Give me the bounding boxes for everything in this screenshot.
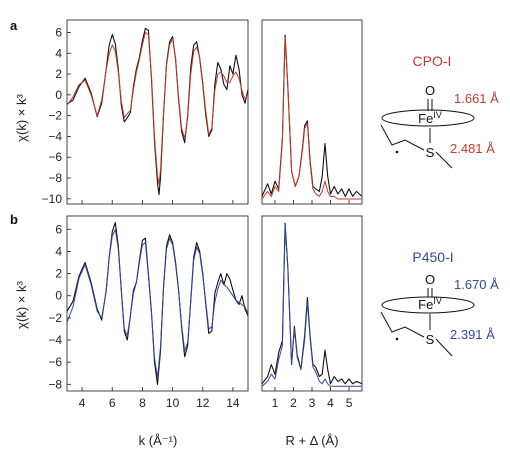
panel-label-a: a: [10, 18, 18, 33]
oxygen-label-p450: O: [425, 272, 435, 287]
chart-a-rspace: [261, 19, 363, 205]
sulfur-label-cpo: S: [426, 145, 435, 160]
distance-fe-s-cpo: 2.481 Å: [450, 141, 495, 156]
porphyrin-ring-p450: [381, 296, 475, 314]
y-tick-label: −2: [48, 311, 62, 325]
series-line-fit: [66, 32, 249, 185]
iron-label-p450: FeIV: [418, 296, 442, 312]
series-line-fit: [261, 225, 362, 387]
x-axis-label-k: k (Å⁻¹): [139, 433, 178, 448]
series-line-fit: [261, 37, 362, 200]
x-tick-label: 4: [327, 396, 334, 410]
panel-label-b: b: [10, 212, 18, 227]
plot-frame: [66, 19, 249, 205]
y-tick-label: −4: [48, 129, 62, 143]
porphyrin-ring-cpo: [381, 109, 475, 127]
series-line-data: [66, 222, 249, 385]
s-ligand-tail-cpo: [435, 151, 453, 169]
s-ligand-tail-p450: [435, 338, 453, 357]
y-tick-label: 6: [55, 222, 62, 236]
plot-frame: [66, 215, 249, 392]
x-axis-label-r: R + Δ (Å): [285, 433, 338, 448]
y-tick-label: 0: [55, 289, 62, 303]
distance-fe-o-p450: 1.670 Å: [454, 277, 499, 292]
radical-dot-p450: [395, 337, 399, 341]
x-tick-label: 10: [166, 396, 180, 410]
x-tick-label: 3: [309, 396, 316, 410]
chart-a-kspace: −10 −8 −6 −4 −2 0 2 4 6: [42, 19, 249, 206]
structure-name-p450: P450-I: [412, 249, 453, 265]
y-tick-label: −8: [48, 377, 62, 391]
y-tick-label: −2: [48, 109, 62, 123]
cysteine-chain-p450: [380, 311, 425, 338]
x-tick-label: 1: [272, 396, 279, 410]
x-tick-label: 6: [109, 396, 116, 410]
structure-p450-i: P450-I O FeIV S 1.670 Å 2.391 Å: [380, 249, 499, 357]
y-tick-label: 6: [55, 25, 62, 39]
y-tick-label: −6: [48, 150, 62, 164]
x-tick-label: 5: [346, 396, 353, 410]
structure-cpo-i: CPO-I O FeIV S 1.661 Å 2.481 Å: [380, 53, 499, 169]
sulfur-label-p450: S: [426, 332, 435, 347]
y-tick-label: −4: [48, 333, 62, 347]
iron-label-cpo: FeIV: [418, 110, 442, 126]
x-tick-label: 8: [139, 396, 146, 410]
distance-fe-o-cpo: 1.661 Å: [454, 91, 499, 106]
y-axis-label-a: χ(k) × k³: [14, 94, 29, 142]
y-tick-label: −6: [48, 355, 62, 369]
x-tick-label: 2: [290, 396, 297, 410]
oxygen-label-cpo: O: [425, 83, 435, 98]
radical-dot-cpo: [395, 150, 399, 154]
y-tick-label: 4: [55, 244, 62, 258]
y-tick-label: 2: [55, 267, 62, 281]
y-tick-label: −10: [42, 192, 63, 206]
series-line-data: [261, 34, 363, 197]
x-tick-label: 14: [226, 396, 240, 410]
structure-name-cpo: CPO-I: [413, 53, 452, 69]
y-tick-label: −8: [48, 171, 62, 185]
y-tick-label: 0: [55, 88, 62, 102]
y-tick-label: 2: [55, 67, 62, 81]
chart-b-kspace: −8 −6 −4 −2 0 2 4 6 4 6 8 10 12 14: [48, 215, 249, 410]
x-tick-label: 12: [196, 396, 210, 410]
y-axis-label-b: χ(k) × k³: [14, 281, 29, 329]
x-tick-label: 4: [79, 396, 86, 410]
cysteine-chain-cpo: [380, 124, 425, 151]
distance-fe-s-p450: 2.391 Å: [450, 327, 495, 342]
y-tick-label: 4: [55, 46, 62, 60]
series-line-fit: [66, 228, 249, 379]
